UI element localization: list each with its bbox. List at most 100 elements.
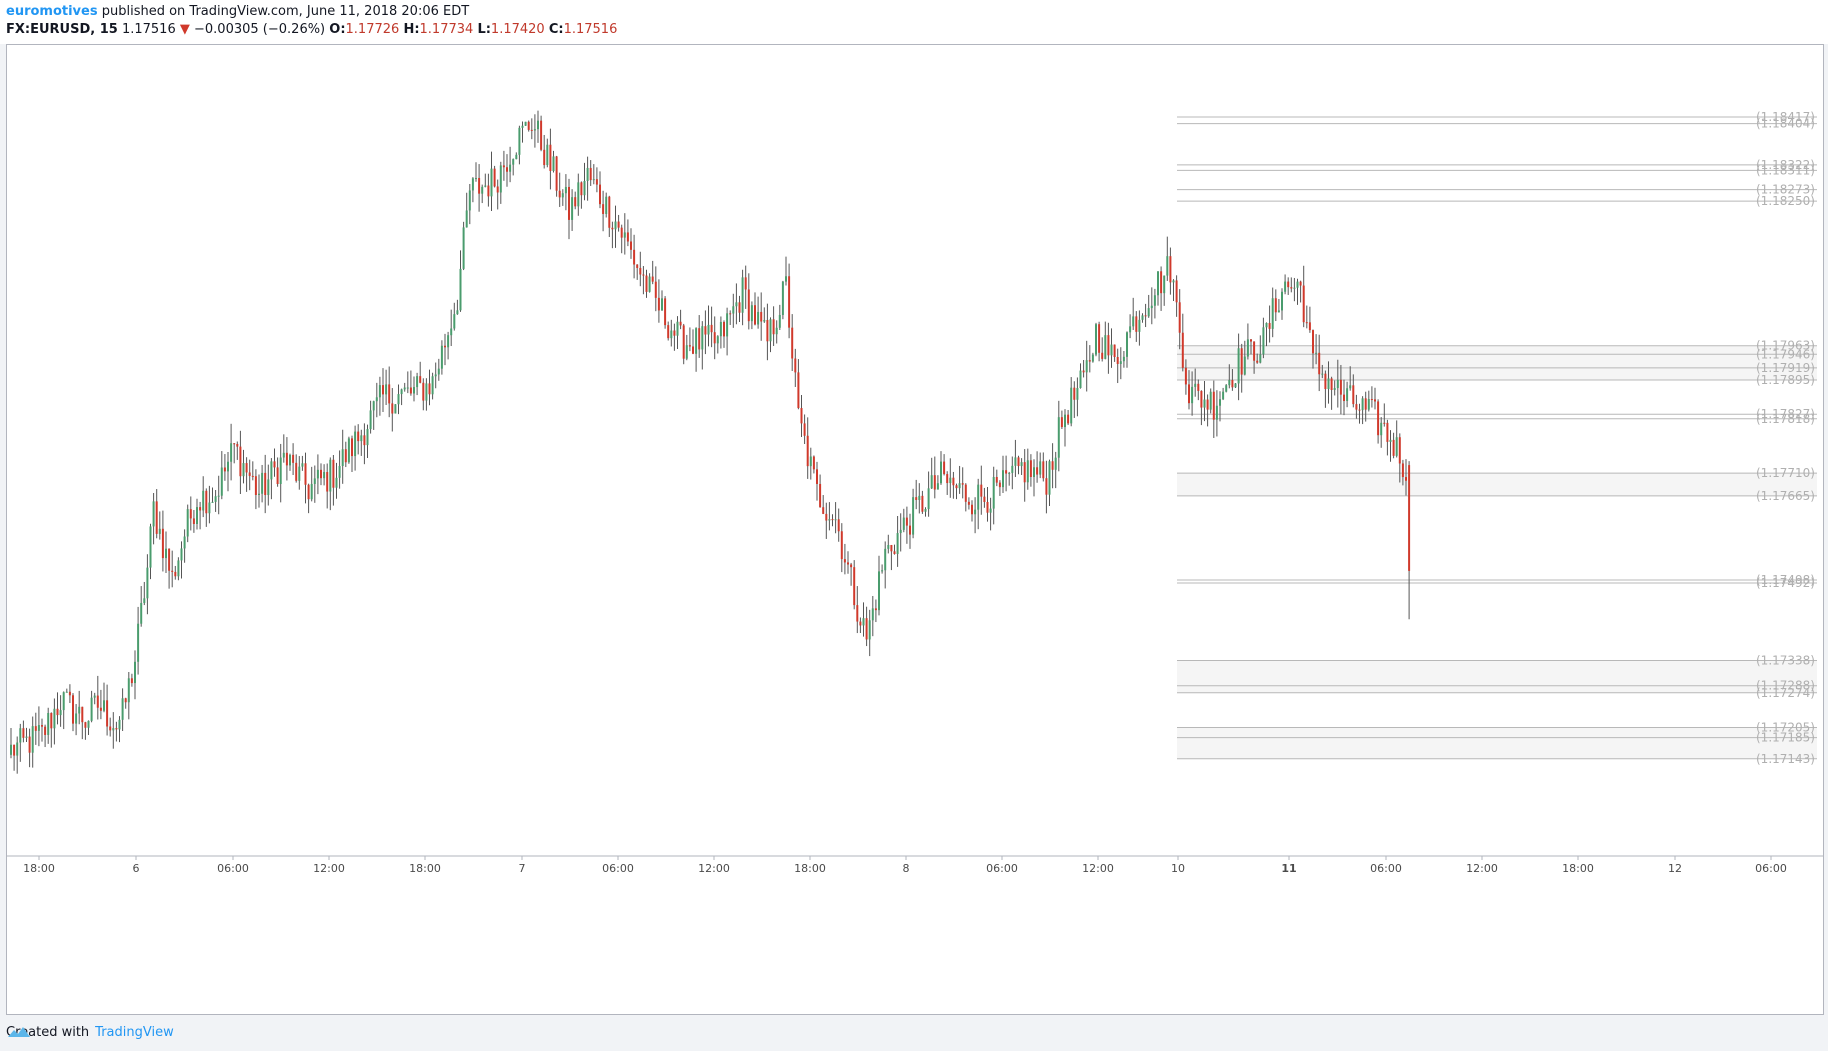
candle-body [719,321,722,337]
candle-body [323,472,326,479]
chart-pane[interactable]: (1.18417) (1.18404) (1.18322) (1.18311) (1.1… [6,44,1824,1015]
candle-body [723,321,725,337]
candle-body [1033,467,1035,477]
candle-body [750,305,753,322]
candle-body [1324,373,1327,390]
candle-body [78,706,81,714]
candle-body [989,508,992,513]
candle-body [682,325,685,359]
price-zone [1177,345,1817,380]
candle-body [84,722,87,728]
candle-body [165,548,167,559]
candle-body [1073,387,1076,400]
candle-body [115,728,118,730]
candle-body [19,728,22,743]
tradingview-link[interactable]: TradingView [95,1025,174,1040]
candle-body [1181,332,1184,368]
candle-body [515,154,518,160]
candle-body [1246,339,1249,357]
price-level-label: (1.17963) [1756,339,1815,353]
candle-body [1206,399,1209,410]
candle-body [1250,339,1252,342]
candle-body [403,387,406,390]
candle-body [1057,417,1060,458]
candlestick-chart[interactable]: (1.18417)(1.18404) (1.18322)(1.18311) (1.1… [7,45,1823,1014]
candle-body [124,698,127,703]
candle-body [605,196,608,214]
candle-body [301,463,304,467]
candle-body [496,186,499,193]
candle-body [13,744,16,756]
candle-body [707,324,710,335]
ohlc-line: FX:EURUSD, 15 1.17516 ▼ −0.00305 (−0.26%… [6,22,617,37]
candle-body [955,485,958,489]
candle-body [251,475,254,477]
candle-body [1281,291,1283,311]
candle-body [856,605,859,622]
candle-body [1135,316,1138,332]
candle-body [155,501,158,534]
candle-body [1237,348,1240,384]
candle-body [654,281,657,298]
candle-body [168,548,171,571]
high-value: 1.17734 [419,22,474,37]
candle-body [1349,385,1352,389]
candle-body [1054,457,1057,470]
tradingview-cloud-icon[interactable] [6,1025,32,1039]
candle-body [1200,390,1203,408]
candle-body [59,710,62,716]
candle-body [936,483,939,490]
candle-body [657,297,660,311]
price-level-label: (1.17338) [1756,654,1815,668]
candle-body [1374,399,1376,402]
close-value: 1.17516 [563,22,618,37]
candle-body [1367,399,1370,410]
candle-body [878,571,880,611]
candle-body [1277,310,1280,313]
candle-body [223,467,226,472]
candle-body [385,384,388,395]
price-level-label: (1.17710) [1756,466,1815,480]
candle-body [1290,287,1293,289]
candle-body [34,726,37,731]
candle-body [589,167,592,181]
candle-body [564,186,567,194]
candle-body [189,509,192,519]
candle-body [806,435,809,467]
candle-body [1076,387,1079,400]
candle-body [1067,414,1070,424]
candle-body [679,321,682,326]
candle-body [651,276,654,282]
candle-body [1008,472,1011,474]
candle-body [825,513,828,521]
candle-body [546,144,549,166]
candle-body [853,567,856,606]
candle-body [859,621,862,626]
candle-body [1107,335,1110,356]
candle-body [816,469,818,484]
candle-body [1082,370,1085,373]
candle-body [983,496,986,502]
author-link[interactable]: euromotives [6,4,98,19]
candle-body [506,167,508,172]
candle-body [862,618,865,626]
candle-body [1271,298,1274,329]
candle-body [902,517,905,530]
price-level-label: (1.17665) [1756,489,1815,503]
candle-body [967,501,970,505]
candle-body [633,249,636,265]
candle-body [409,387,412,394]
candle-body [140,602,143,624]
candle-body [1383,422,1386,424]
candle-body [1026,460,1029,483]
candle-body [1060,417,1063,428]
candle-body [518,127,521,155]
candle-body [1346,388,1349,402]
candle-body [1330,378,1333,390]
candle-body [258,493,260,495]
chart-header: euromotives published on TradingView.com… [0,0,1828,44]
time-axis-label: 18:00 [23,862,55,875]
candle-body [924,509,927,512]
candle-body [788,276,791,328]
candle-body [974,509,977,515]
